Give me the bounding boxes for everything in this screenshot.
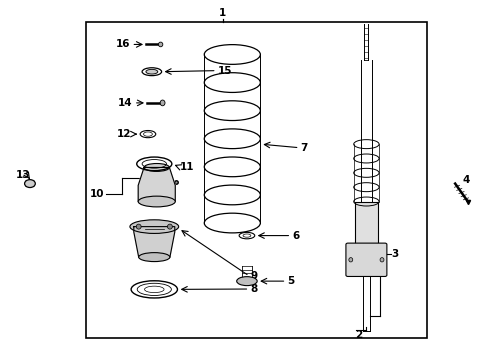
Polygon shape: [134, 226, 174, 257]
FancyBboxPatch shape: [345, 243, 386, 276]
Text: 8: 8: [250, 284, 257, 294]
Text: 4: 4: [462, 175, 469, 185]
Text: 14: 14: [118, 98, 132, 108]
Ellipse shape: [379, 258, 383, 262]
Ellipse shape: [348, 258, 352, 262]
Polygon shape: [138, 167, 175, 202]
Ellipse shape: [160, 100, 164, 106]
Ellipse shape: [236, 276, 257, 285]
Text: 15: 15: [217, 66, 232, 76]
Ellipse shape: [24, 180, 35, 188]
Bar: [354, 202, 377, 244]
Text: 10: 10: [90, 189, 104, 199]
Ellipse shape: [130, 220, 178, 233]
Text: 5: 5: [287, 276, 294, 286]
Ellipse shape: [138, 196, 175, 207]
Text: 16: 16: [115, 40, 130, 49]
Text: 9: 9: [250, 271, 257, 281]
Text: 13: 13: [15, 170, 30, 180]
Text: 2: 2: [355, 330, 362, 340]
Ellipse shape: [167, 224, 172, 229]
Text: 3: 3: [391, 248, 398, 258]
Text: 1: 1: [219, 8, 226, 18]
Ellipse shape: [139, 253, 169, 262]
Text: 7: 7: [300, 143, 307, 153]
Text: 11: 11: [180, 162, 194, 172]
Ellipse shape: [136, 224, 141, 229]
Text: 6: 6: [292, 231, 299, 240]
Text: 12: 12: [117, 129, 131, 139]
Ellipse shape: [144, 163, 169, 171]
Bar: [86, 22, 427, 338]
Ellipse shape: [158, 42, 163, 47]
Ellipse shape: [145, 69, 158, 75]
